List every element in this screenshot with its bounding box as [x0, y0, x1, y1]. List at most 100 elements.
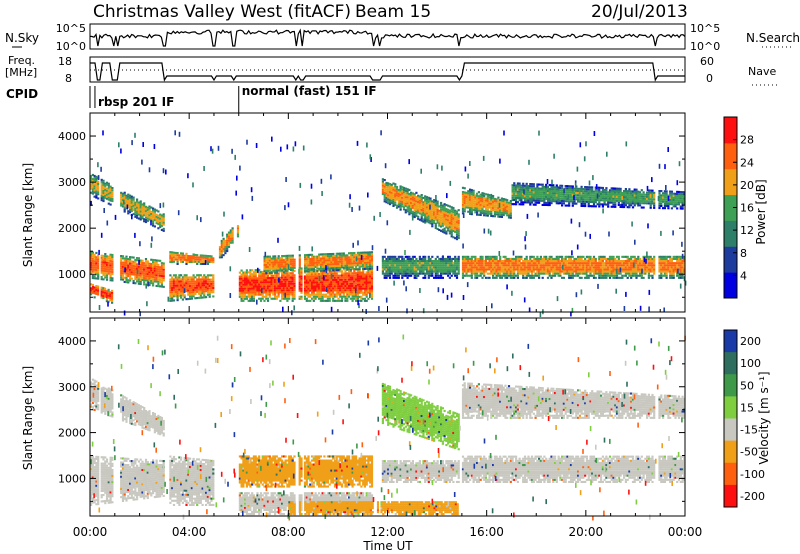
power-cell	[299, 265, 301, 267]
power-cell	[329, 300, 331, 302]
power-cell	[200, 274, 202, 276]
power-cell	[653, 262, 655, 264]
power-cell	[471, 211, 473, 213]
power-cell	[558, 258, 560, 260]
power-cell	[169, 274, 171, 276]
power-cell	[293, 279, 295, 281]
power-cell	[97, 267, 99, 269]
power-cell	[102, 180, 104, 182]
power-cell	[366, 296, 368, 298]
power-cell	[97, 263, 99, 265]
power-cell	[424, 258, 426, 260]
power-cell	[246, 298, 248, 300]
power-cell	[474, 256, 476, 258]
power-cell	[660, 273, 662, 275]
power-cell	[476, 277, 478, 279]
power-cell	[415, 258, 417, 260]
power-cell	[458, 273, 460, 275]
power-cell	[431, 256, 433, 258]
power-cell	[111, 200, 113, 202]
power-cell	[198, 276, 200, 278]
power-cell	[101, 276, 103, 278]
power-cell	[299, 258, 301, 260]
nave-tick-bottom: 0	[706, 72, 713, 85]
power-cell	[417, 216, 419, 218]
power-cell	[182, 299, 184, 301]
power-cell	[352, 266, 354, 268]
power-cell	[464, 187, 466, 189]
power-cell	[476, 273, 478, 275]
power-cell	[371, 273, 373, 275]
power-cell	[138, 257, 140, 259]
power-cell	[666, 275, 668, 277]
power-cell	[136, 199, 138, 201]
power-cell	[111, 260, 113, 262]
power-cell	[294, 267, 296, 269]
power-cell	[428, 256, 430, 258]
power-cell	[143, 283, 145, 285]
power-cell	[111, 294, 113, 296]
power-cell	[669, 256, 671, 258]
power-cell	[177, 252, 179, 254]
power-cell	[650, 256, 652, 258]
power-cell	[449, 277, 451, 279]
power-cell	[485, 271, 487, 273]
power-cell	[550, 277, 552, 279]
power-cell	[111, 290, 113, 292]
power-cell	[384, 179, 386, 181]
power-cell	[620, 273, 622, 275]
power-cell	[371, 271, 373, 273]
power-cell	[582, 256, 584, 258]
power-cell	[341, 300, 343, 302]
power-cell	[408, 256, 410, 258]
power-cell	[251, 269, 253, 271]
power-cell	[212, 295, 214, 297]
power-cell	[292, 269, 294, 271]
power-cell	[462, 277, 464, 279]
power-cell	[293, 296, 295, 298]
power-cell	[371, 292, 373, 294]
power-cell	[207, 263, 209, 265]
power-cell	[407, 277, 409, 279]
power-cell	[639, 258, 641, 260]
power-cell	[97, 191, 99, 193]
power-cell	[97, 286, 99, 288]
power-cell	[184, 296, 186, 298]
power-cell	[464, 210, 466, 212]
power-cell	[452, 207, 454, 209]
power-cell	[630, 258, 632, 260]
power-cell	[97, 259, 99, 261]
power-cell	[467, 256, 469, 258]
power-cell	[570, 258, 572, 260]
power-cell	[111, 271, 113, 273]
power-cell	[595, 258, 597, 260]
power-cell	[559, 273, 561, 275]
power-cell	[485, 260, 487, 262]
power-cell	[435, 258, 437, 260]
power-cell	[274, 255, 276, 257]
power-cell	[104, 288, 106, 290]
power-cell	[232, 242, 234, 244]
power-cell	[653, 264, 655, 266]
power-cell	[212, 274, 214, 276]
power-cell	[212, 285, 214, 287]
power-cell	[545, 256, 547, 258]
power-cell	[106, 275, 108, 277]
power-cell	[382, 258, 384, 260]
power-cell	[429, 198, 431, 200]
power-cell	[97, 269, 99, 271]
power-cell	[267, 270, 269, 272]
power-cell	[94, 275, 96, 277]
power-cell	[278, 294, 280, 296]
power-cell	[111, 196, 113, 198]
power-cell	[241, 270, 243, 272]
power-cell	[458, 258, 460, 260]
power-cell	[589, 256, 591, 258]
power-cell	[212, 276, 214, 278]
freq-line	[90, 63, 685, 80]
power-cell	[293, 289, 295, 291]
power-cell	[180, 297, 182, 299]
power-cell	[458, 262, 460, 264]
power-cell	[357, 298, 359, 300]
